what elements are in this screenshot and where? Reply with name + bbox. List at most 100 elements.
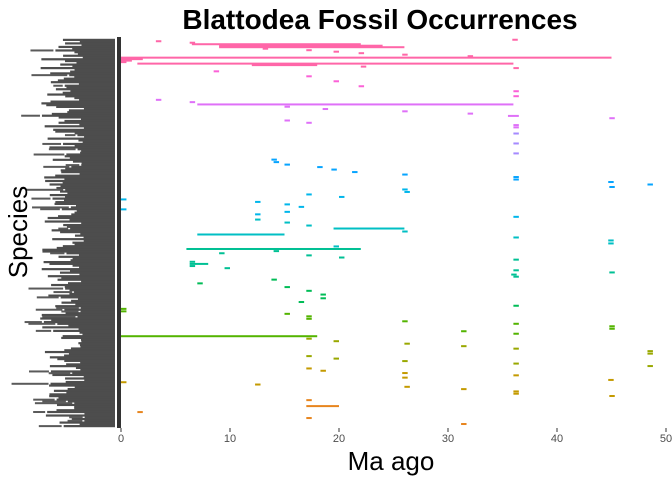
species-label: [79, 423, 115, 426]
species-label: [64, 178, 115, 181]
species-label: [47, 216, 115, 220]
species-label: [77, 52, 115, 56]
occurrence-range: [298, 301, 305, 304]
species-label: [64, 349, 115, 352]
species-label: [74, 68, 115, 71]
species-label: [61, 276, 115, 280]
species-label: [68, 324, 115, 327]
species-label: [63, 425, 115, 428]
occurrence-range: [284, 221, 290, 224]
occurrence-range: [358, 52, 365, 55]
species-label: [72, 65, 115, 68]
species-label: [69, 269, 115, 273]
species-label: [84, 416, 115, 419]
occurrence-range: [402, 110, 408, 113]
occurrence-range: [284, 210, 290, 213]
species-label: [74, 144, 115, 147]
species-label: [47, 410, 115, 414]
species-label: [77, 134, 115, 137]
species-label: [21, 114, 40, 117]
occurrence-range: [512, 38, 518, 41]
species-label: [64, 285, 115, 288]
species-label: [28, 322, 56, 325]
species-label: [65, 59, 115, 63]
species-label: [81, 149, 115, 153]
species-label: [33, 398, 55, 401]
species-label: [80, 338, 115, 341]
species-label: [53, 84, 63, 87]
occurrence-range: [320, 369, 326, 372]
species-label: [24, 321, 42, 324]
species-label: [79, 266, 115, 269]
occurrence-range: [513, 269, 519, 272]
occurrence-range: [333, 357, 339, 360]
species-label: [56, 306, 79, 309]
species-label: [72, 241, 115, 244]
species-label: [84, 379, 115, 382]
species-label: [65, 195, 115, 198]
occurrence-range: [306, 417, 312, 420]
occurrence-range: [271, 278, 277, 281]
species-label: [50, 81, 115, 84]
x-tick-label-1: 10: [224, 433, 236, 445]
occurrence-range: [513, 178, 519, 181]
species-label: [62, 91, 115, 94]
species-label: [35, 329, 52, 332]
occurrence-range: [121, 310, 127, 313]
occurrence-range: [513, 258, 519, 261]
species-label: [79, 172, 115, 176]
species-label: [64, 84, 115, 87]
species-label: [51, 112, 115, 116]
occurrence-range: [511, 273, 517, 276]
species-label: [58, 116, 115, 119]
occurrence-range: [609, 117, 615, 120]
occurrence-range: [513, 390, 519, 393]
species-label: [60, 63, 115, 66]
species-label: [83, 126, 115, 130]
species-label: [74, 405, 115, 408]
occurrence-range: [402, 230, 408, 233]
occurrence-range: [306, 405, 339, 408]
occurrence-range: [331, 168, 337, 171]
species-label: [62, 181, 115, 184]
occurrence-range: [333, 340, 339, 343]
species-label: [81, 44, 115, 47]
species-label: [58, 215, 115, 218]
species-label: [74, 243, 115, 246]
species-label-column: [11, 38, 116, 428]
occurrence-range: [333, 245, 339, 248]
occurrence-range: [608, 242, 614, 245]
species-label: [81, 340, 115, 343]
species-label: [63, 142, 115, 146]
species-label: [61, 171, 115, 174]
species-label: [33, 153, 65, 156]
species-label: [55, 201, 115, 204]
species-label: [49, 393, 116, 396]
species-label: [61, 310, 79, 313]
occurrence-range: [513, 176, 519, 179]
species-label: [49, 384, 115, 387]
species-label: [74, 234, 115, 237]
occurrence-range: [404, 190, 410, 193]
species-label: [60, 296, 115, 299]
species-label: [61, 208, 115, 211]
occurrence-range: [306, 254, 312, 257]
species-label: [81, 222, 115, 225]
occurrence-range: [189, 265, 196, 268]
occurrence-range: [513, 215, 519, 218]
species-label: [11, 382, 49, 385]
occurrence-range: [189, 41, 196, 44]
occurrence-range: [461, 330, 467, 333]
occurrence-range: [333, 80, 339, 83]
species-label: [69, 289, 115, 292]
species-label: [65, 42, 115, 45]
species-label: [82, 56, 115, 59]
occurrence-range: [284, 203, 290, 206]
species-label: [77, 148, 115, 151]
species-label: [63, 77, 115, 80]
species-label: [32, 206, 69, 209]
occurrence-range: [322, 108, 329, 111]
occurrence-range: [306, 337, 312, 340]
occurrence-range: [284, 163, 290, 166]
species-label: [83, 107, 115, 110]
